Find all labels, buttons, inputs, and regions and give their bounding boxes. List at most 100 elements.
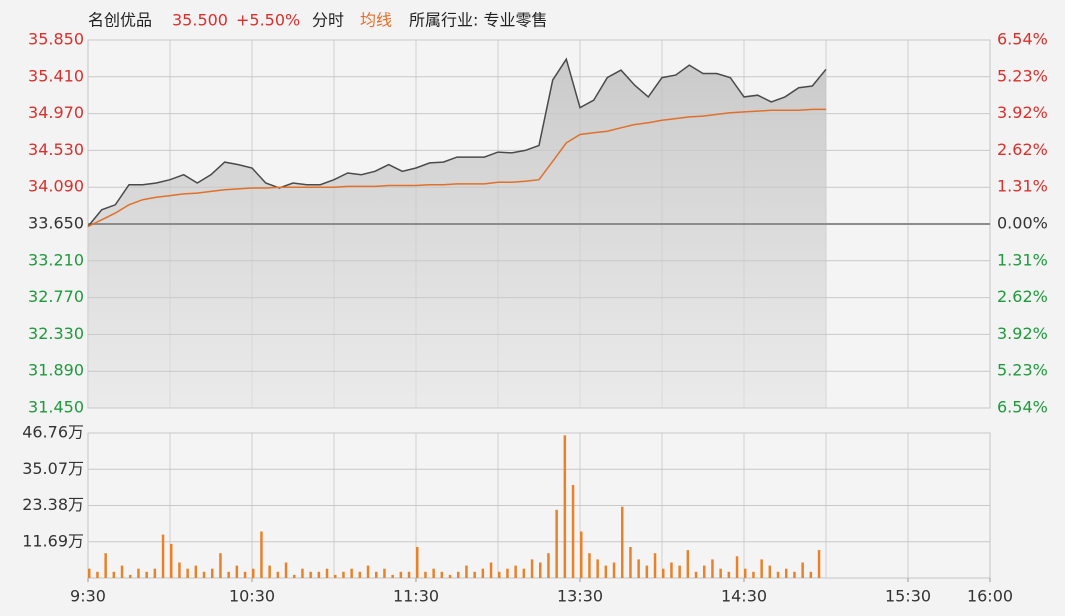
x-tick-label: 9:30 [70, 587, 106, 606]
volume-bar [358, 571, 362, 578]
x-tick-label: 11:30 [393, 587, 439, 606]
volume-bar [268, 565, 271, 578]
volume-bar [530, 559, 534, 578]
volume-bar [801, 562, 804, 578]
volume-bar [432, 568, 435, 578]
volume-bar [129, 574, 132, 578]
y2-tick-label: 6.54% [997, 30, 1048, 49]
x-tick-label: 15:30 [885, 587, 931, 606]
x-tick-label: 16:00 [967, 587, 1013, 606]
volume-bar [588, 553, 591, 578]
volume-bar [391, 574, 394, 578]
volume-bar [342, 571, 345, 578]
volume-bar [137, 568, 140, 578]
avg-label: 均线 [360, 11, 392, 30]
volume-bar [161, 534, 165, 578]
y2-tick-label: 1.31% [997, 250, 1048, 269]
y2-tick-label: 5.23% [997, 361, 1048, 380]
y-tick-label: 33.210 [28, 250, 84, 269]
y-tick-label: 32.330 [28, 324, 84, 343]
volume-bar [670, 562, 673, 578]
volume-bar [678, 565, 681, 578]
volume-bar [785, 568, 788, 578]
volume-bar [547, 553, 550, 578]
volume-bar [334, 574, 337, 578]
volume-bar [703, 565, 706, 578]
stock-name: 名创优品 [88, 11, 152, 30]
volume-bar [235, 565, 239, 578]
y2-tick-label: 3.92% [997, 324, 1048, 343]
volume-bar [768, 565, 772, 578]
volume-bar [694, 571, 698, 578]
y2-tick-label: 6.54% [997, 398, 1048, 417]
volume-bar [727, 571, 731, 578]
volume-bar [645, 565, 649, 578]
volume-bar [809, 571, 813, 578]
volume-bar [202, 571, 206, 578]
volume-bar [375, 571, 378, 578]
volume-bar [145, 571, 148, 578]
volume-bar [612, 562, 616, 578]
industry: 所属行业: 专业零售 [409, 11, 547, 30]
volume-bar [88, 568, 91, 578]
y-tick-label: 46.76万 [22, 423, 84, 442]
volume-bar [325, 568, 329, 578]
volume-bar [284, 562, 288, 578]
volume-bar [498, 571, 501, 578]
volume-bar [465, 565, 468, 578]
volume-bar [686, 550, 690, 578]
volume-bar [120, 565, 124, 578]
y2-tick-label: 2.62% [997, 140, 1048, 159]
y-tick-label: 34.970 [28, 103, 84, 122]
volume-bar [317, 571, 321, 578]
volume-bar [457, 571, 460, 578]
volume-bar [571, 484, 575, 578]
volume-bar [211, 568, 214, 578]
volume-bar [760, 559, 763, 578]
y2-tick-label: 0.00% [997, 214, 1048, 233]
volume-bar [186, 568, 189, 578]
volume-bar [817, 550, 821, 578]
y-tick-label: 11.69万 [22, 531, 84, 550]
y-tick-label: 35.410 [28, 66, 84, 85]
volume-bar [522, 568, 526, 578]
volume-bar [170, 543, 173, 578]
volume-bar [752, 571, 755, 578]
volume-bar [604, 565, 608, 578]
volume-bar [662, 568, 665, 578]
volume-bar [735, 556, 739, 578]
y-tick-label: 33.650 [28, 214, 84, 233]
volume-bar [243, 571, 247, 578]
price-change: +5.50% [236, 11, 300, 30]
y-tick-label: 23.38万 [22, 495, 84, 514]
volume-bar [776, 571, 780, 578]
volume-bar [276, 571, 280, 578]
volume-bar [793, 571, 796, 578]
volume-bar [194, 565, 198, 578]
y-tick-label: 34.530 [28, 140, 84, 159]
volume-bar [489, 562, 493, 578]
y-tick-label: 32.770 [28, 287, 84, 306]
volume-bar [563, 435, 567, 578]
volume-bar [424, 571, 427, 578]
y-tick-label: 34.090 [28, 177, 84, 196]
volume-bar [112, 571, 116, 578]
volume-bar [366, 565, 370, 578]
volume-bar [580, 531, 583, 578]
last-price: 35.500 [172, 11, 228, 30]
y-tick-label: 35.850 [28, 30, 84, 49]
volume-bar [481, 568, 485, 578]
volume-bar [506, 568, 509, 578]
volume-bar [227, 571, 230, 578]
mode-label: 分时 [312, 11, 344, 30]
y-tick-label: 31.890 [28, 361, 84, 380]
volume-bar [539, 562, 542, 578]
y2-tick-label: 5.23% [997, 66, 1048, 85]
volume-bar [621, 506, 624, 578]
x-tick-label: 10:30 [229, 587, 275, 606]
volume-bar [653, 553, 657, 578]
volume-bar [293, 574, 296, 578]
volume-bar [383, 568, 386, 578]
volume-bar [399, 571, 403, 578]
volume-bar [252, 568, 255, 578]
